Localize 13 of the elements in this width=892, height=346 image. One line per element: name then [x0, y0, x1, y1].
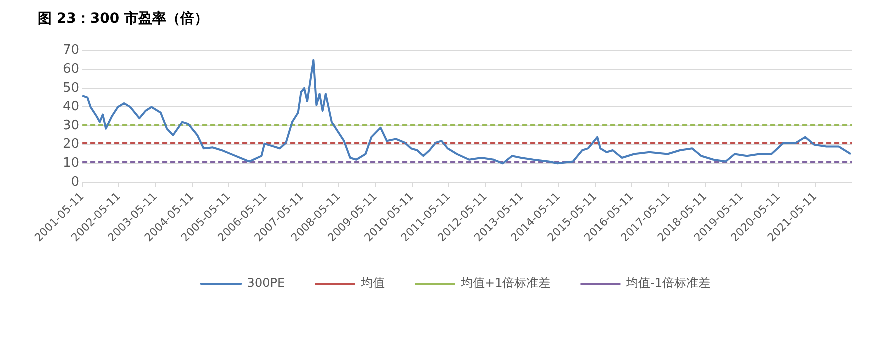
legend-label: 均值 — [360, 276, 386, 290]
y-tick-label: 20 — [62, 137, 80, 152]
y-tick-label: 40 — [62, 100, 80, 115]
legend-label: 均值-1倍标准差 — [626, 276, 711, 290]
y-tick-label: 30 — [62, 118, 80, 134]
chart-title: 图 23：300 市盈率（倍） — [38, 10, 208, 28]
y-tick-label: 50 — [62, 80, 80, 96]
legend-label: 300PE — [247, 276, 286, 290]
legend-label: 均值+1倍标准差 — [460, 276, 551, 290]
y-tick-label: 70 — [62, 43, 80, 58]
y-tick-label: 0 — [71, 174, 80, 190]
y-tick-label: 60 — [62, 62, 80, 77]
y-tick-label: 10 — [62, 156, 80, 172]
